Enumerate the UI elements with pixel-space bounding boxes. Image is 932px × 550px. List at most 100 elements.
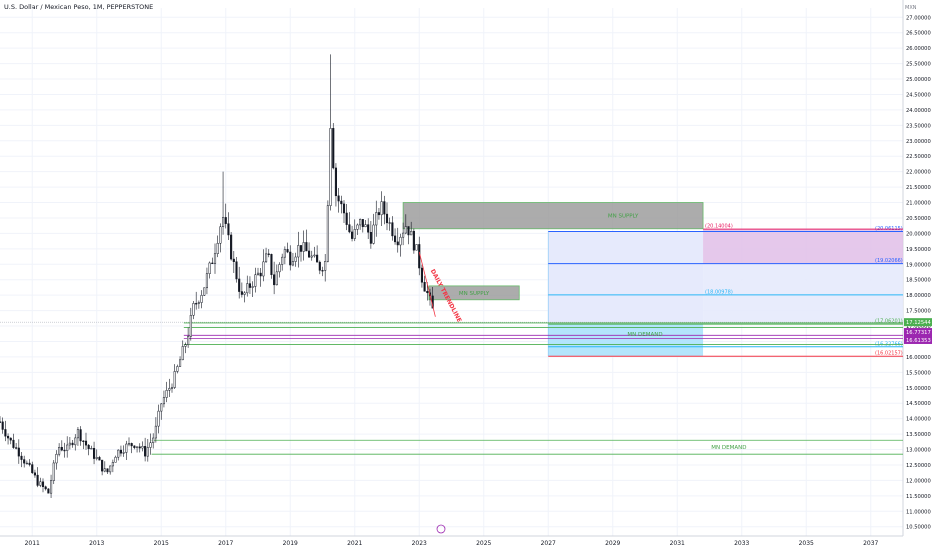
candle-body: [380, 201, 383, 216]
candle-body: [170, 387, 174, 389]
candle-body: [230, 234, 233, 260]
price-tag-label: 16.77317: [906, 330, 931, 336]
time-tick-label: 2021: [347, 540, 362, 547]
candle-body: [114, 456, 117, 463]
projection-level-label: (18.00978): [705, 289, 733, 295]
candle-body: [407, 226, 410, 236]
candle-body: [294, 256, 297, 262]
time-tick-label: 2017: [218, 540, 233, 547]
candle-body: [63, 449, 66, 452]
price-tick-label: 18.00000: [906, 293, 931, 299]
price-tick-label: 23.00000: [906, 139, 931, 145]
candle-body: [216, 242, 219, 254]
candle-body: [36, 474, 39, 486]
price-tick-label: 23.50000: [906, 123, 931, 129]
candle-body: [9, 437, 12, 441]
time-tick-label: 2019: [283, 540, 298, 547]
candle-body: [324, 261, 327, 271]
projection-zone-upper: [548, 231, 704, 325]
candle-body: [7, 435, 10, 439]
candle-body: [351, 231, 354, 239]
candle-body: [367, 224, 370, 233]
candle-body: [192, 303, 195, 316]
candle-body: [44, 486, 47, 490]
candle-body: [289, 251, 292, 266]
candle-body: [122, 452, 125, 454]
price-tick-label: 15.00000: [906, 386, 931, 392]
candle-body: [275, 271, 278, 286]
candle-body: [262, 261, 265, 277]
candle-body: [340, 200, 343, 205]
chart-title: U.S. Dollar / Mexican Peso, 1M, PEPPERST…: [4, 3, 154, 11]
candle-body: [232, 258, 235, 262]
price-tick-label: 24.00000: [906, 108, 931, 114]
time-tick-label: 2037: [863, 540, 878, 547]
price-tick-label: 11.00000: [906, 509, 931, 515]
price-tick-label: 19.50000: [906, 247, 931, 253]
candle-body: [173, 371, 176, 388]
time-tick-label: 2011: [25, 540, 40, 547]
time-tick-label: 2035: [799, 540, 814, 547]
price-tag-label: 17.12544: [906, 320, 931, 326]
candle-body: [254, 274, 257, 287]
supply-zone: [402, 202, 704, 230]
candle-body: [243, 292, 246, 295]
candle-body: [385, 213, 389, 224]
candle-body: [281, 256, 284, 265]
candle-body: [299, 245, 303, 252]
price-tick-label: 12.50000: [906, 463, 931, 469]
projection-level-label: (19.02066): [875, 258, 903, 264]
price-tick-label: 22.50000: [906, 154, 931, 160]
candle-body: [291, 261, 294, 266]
candle-body: [286, 249, 289, 253]
candle-body: [205, 273, 208, 289]
candle-body: [20, 455, 23, 460]
candle-body: [117, 449, 120, 458]
candle-body: [372, 224, 375, 244]
candle-body: [267, 253, 270, 255]
candle-body: [157, 410, 160, 427]
candle-body: [423, 281, 426, 292]
projection-zone-right: [703, 263, 903, 325]
candle-body: [256, 272, 260, 276]
candle-body: [313, 254, 316, 257]
candle-body: [361, 219, 364, 228]
candle-body: [208, 262, 211, 274]
candle-body: [356, 224, 359, 230]
candle-body: [337, 195, 340, 202]
supply-zone: [428, 285, 520, 301]
price-tick-label: 13.50000: [906, 432, 931, 438]
candle-body: [270, 254, 273, 275]
candle-body: [82, 440, 85, 442]
candle-body: [71, 442, 74, 446]
axis-currency-label: MXN: [905, 5, 917, 11]
candle-body: [84, 440, 88, 446]
candle-body: [235, 261, 238, 280]
price-tag: [904, 328, 932, 337]
price-tick-label: 12.00000: [906, 478, 931, 484]
candle-body: [326, 205, 329, 262]
supply-zone-label: MN SUPPLY: [608, 214, 639, 220]
time-tick-label: 2031: [670, 540, 685, 547]
projection-level-label: (17.06201): [875, 319, 903, 325]
price-tick-label: 10.50000: [906, 525, 931, 531]
candle-body: [168, 388, 171, 391]
candle-body: [0, 421, 2, 423]
candle-body: [211, 262, 214, 265]
candle-body: [412, 230, 415, 251]
candle-body: [345, 212, 348, 225]
demand-zone-label: MN DEMAND: [711, 445, 746, 451]
candle-body: [111, 462, 114, 467]
price-tick-label: 21.00000: [906, 201, 931, 207]
price-tick-label: 22.00000: [906, 170, 931, 176]
candle-body: [334, 167, 337, 197]
candle-body: [184, 344, 187, 347]
supply-zone-label: MN SUPPLY: [459, 291, 490, 297]
price-tick-label: 24.50000: [906, 92, 931, 98]
candle-body: [402, 232, 405, 238]
candle-body: [388, 222, 391, 224]
candle-body: [222, 217, 225, 227]
candle-body: [106, 468, 109, 473]
candle-body: [224, 217, 227, 224]
